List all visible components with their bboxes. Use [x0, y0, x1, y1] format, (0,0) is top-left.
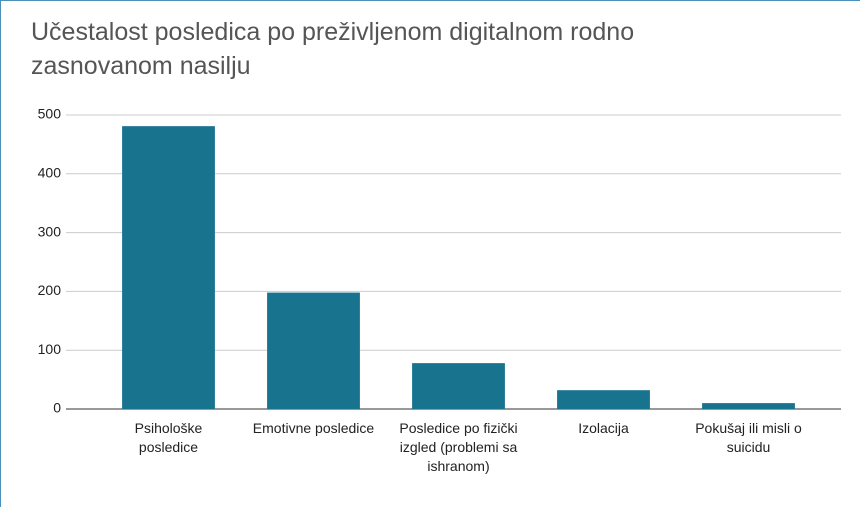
bar — [557, 390, 650, 409]
bar — [267, 292, 360, 409]
y-tick-label: 100 — [38, 341, 62, 357]
bar — [122, 126, 215, 409]
bar — [412, 363, 505, 409]
y-tick-label: 300 — [38, 223, 62, 239]
y-tick-label: 200 — [38, 282, 62, 298]
y-tick-label: 500 — [38, 106, 62, 122]
x-tick-label: Psihološke posledice — [134, 420, 203, 455]
x-tick-label: Izolacija — [578, 420, 629, 436]
x-tick-label: Pokušaj ili misli o suicidu — [695, 420, 802, 455]
x-tick-label: Posledice po fizički izgled (problemi sa… — [399, 420, 518, 474]
y-tick-label: 0 — [53, 400, 61, 416]
y-tick-label: 400 — [38, 165, 62, 181]
bar — [702, 403, 795, 409]
x-tick-label: Emotivne posledice — [252, 420, 375, 436]
chart-title: Učestalost posledica po preživljenom dig… — [31, 18, 635, 80]
